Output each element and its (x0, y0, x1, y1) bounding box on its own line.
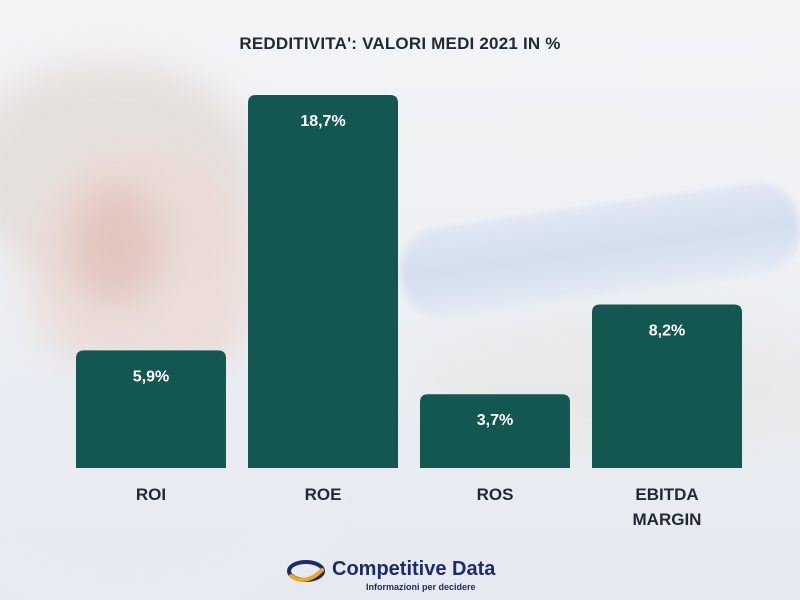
bar-roi (76, 350, 226, 468)
category-label: ROI (136, 485, 166, 504)
value-label: 18,7% (300, 113, 345, 130)
logo-mark-icon (287, 560, 325, 582)
brand-logo: Competitive Data Informazioni per decide… (286, 556, 526, 596)
category-label: MARGIN (633, 510, 702, 529)
category-label: ROS (477, 485, 514, 504)
background-ear (70, 185, 160, 305)
bar-ros (420, 394, 570, 468)
value-label: 5,9% (133, 368, 169, 385)
chart-title: REDDITIVITA': VALORI MEDI 2021 IN % (239, 34, 561, 53)
value-label: 8,2% (649, 322, 685, 339)
logo-tagline: Informazioni per decidere (366, 582, 476, 592)
logo-name: Competitive Data (332, 558, 496, 580)
bar-roe (248, 95, 398, 468)
category-label: EBITDA (635, 485, 698, 504)
category-label: ROE (305, 485, 342, 504)
bar-ebitda-margin (592, 304, 742, 468)
value-label: 3,7% (477, 412, 513, 429)
